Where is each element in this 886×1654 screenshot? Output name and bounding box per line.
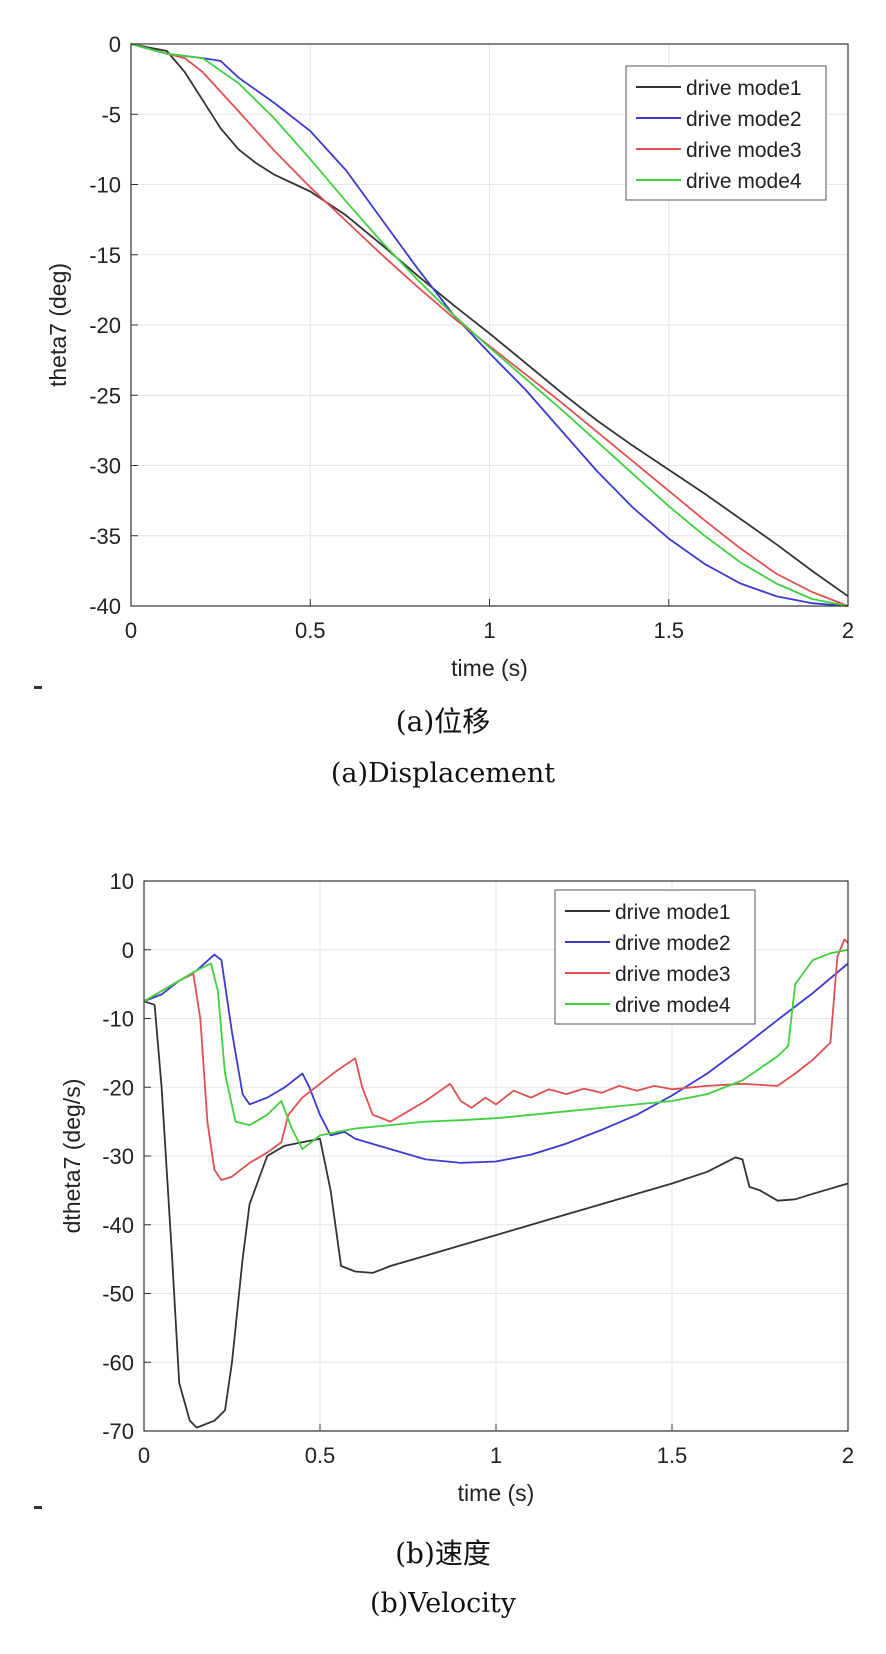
series-line-mode4	[143, 948, 849, 1150]
x-tick-label: 1	[490, 1443, 502, 1468]
x-tick-label: 0.5	[295, 618, 326, 643]
displacement-chart: 0 0.5 1 1.5 2 0 -5 -10 -15 -20 -25 -30 -35 -40 time (s…	[45, 32, 854, 681]
y-tick-label: -40	[102, 1213, 134, 1238]
y-tick-label: 0	[122, 938, 134, 963]
y-tick-label: -5	[101, 102, 121, 127]
legend: drive mode1 drive mode2 drive mode3 drive m…	[554, 889, 756, 1025]
axes-box	[143, 880, 849, 1432]
caption-displacement-cn: (a)位移	[395, 705, 491, 738]
y-tick-label: -30	[89, 454, 121, 479]
caption-displacement-en: (a)Displacement	[330, 758, 556, 789]
x-tick-label: 1.5	[653, 618, 684, 643]
y-tick-label: -10	[89, 173, 121, 198]
legend-label-mode1: drive mode1	[686, 77, 802, 100]
x-tick-label: 1.5	[657, 1443, 688, 1468]
series-line-mode4	[130, 43, 849, 607]
velocity-chart: 0 0.5 1 1.5 2 10 0 -10 -20 -30 -40 -50 -60 -70 time (s…	[59, 869, 854, 1506]
legend-label-mode2: drive mode2	[686, 108, 802, 131]
y-tick-label: -35	[89, 524, 121, 549]
x-axis-label: time (s)	[458, 1480, 535, 1506]
x-tick-label: 0	[125, 618, 137, 643]
x-tick-label: 2	[842, 618, 854, 643]
legend: drive mode1 drive mode2 drive mode3 drive m…	[625, 65, 827, 201]
series-line-mode2	[143, 953, 849, 1164]
x-tick-label: 0	[138, 1443, 150, 1468]
y-tick-label: -20	[102, 1075, 134, 1100]
y-tick-label: -25	[89, 383, 121, 408]
legend-label-mode4: drive mode4	[686, 170, 802, 193]
y-tick-label: 0	[109, 32, 121, 57]
y-tick-label: -50	[102, 1282, 134, 1307]
series-line-mode3	[143, 938, 849, 1181]
x-tick-label: 1	[483, 618, 495, 643]
legend-label-mode2: drive mode2	[615, 932, 731, 955]
y-tick-label: -70	[102, 1419, 134, 1444]
y-axis-label: theta7 (deg)	[45, 263, 71, 387]
x-axis-label: time (s)	[451, 655, 528, 681]
legend-label-mode4: drive mode4	[615, 994, 731, 1017]
y-tick-label: -20	[89, 313, 121, 338]
series-line-mode2	[130, 43, 849, 607]
y-tick-label: -30	[102, 1144, 134, 1169]
y-tick-label: -10	[102, 1007, 134, 1032]
y-tick-label: -40	[89, 594, 121, 619]
y-axis-label: dtheta7 (deg/s)	[59, 1079, 85, 1234]
x-tick-label: 2	[842, 1443, 854, 1468]
caption-velocity-cn: (b)速度	[395, 1537, 491, 1570]
y-tick-label: -60	[102, 1350, 134, 1375]
y-tick-label: -15	[89, 243, 121, 268]
legend-label-mode1: drive mode1	[615, 901, 731, 924]
legend-label-mode3: drive mode3	[686, 139, 802, 162]
x-tick-label: 0.5	[305, 1443, 336, 1468]
y-tick-label: 10	[110, 869, 134, 894]
margin-marker	[34, 1506, 42, 1509]
legend-label-mode3: drive mode3	[615, 963, 731, 986]
caption-velocity-en: (b)Velocity	[369, 1588, 517, 1619]
legend-box	[625, 65, 827, 201]
axes-box	[130, 43, 849, 607]
legend-box	[554, 889, 756, 1025]
margin-marker	[34, 686, 42, 689]
series-line-mode1	[143, 1000, 849, 1429]
